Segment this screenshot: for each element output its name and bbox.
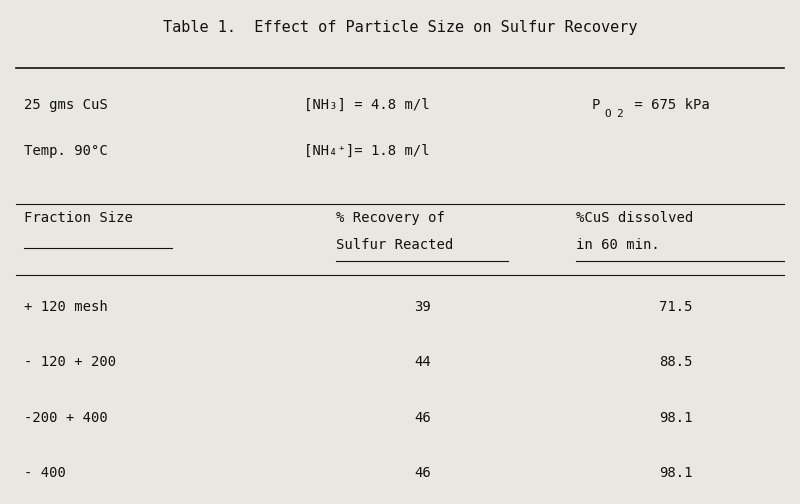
Text: % Recovery of: % Recovery of (336, 211, 445, 225)
Text: 98.1: 98.1 (659, 411, 693, 425)
Text: Table 1.  Effect of Particle Size on Sulfur Recovery: Table 1. Effect of Particle Size on Sulf… (162, 20, 638, 35)
Text: + 120 mesh: + 120 mesh (24, 300, 108, 314)
Text: Temp. 90°C: Temp. 90°C (24, 144, 108, 158)
Text: O: O (604, 109, 610, 119)
Text: - 400: - 400 (24, 466, 66, 480)
Text: [NH₃] = 4.8 m/l: [NH₃] = 4.8 m/l (304, 98, 430, 112)
Text: 46: 46 (414, 466, 430, 480)
Text: Fraction Size: Fraction Size (24, 211, 133, 225)
Text: 88.5: 88.5 (659, 355, 693, 369)
Text: 39: 39 (414, 300, 430, 314)
Text: %CuS dissolved: %CuS dissolved (576, 211, 694, 225)
Text: 2: 2 (616, 109, 622, 119)
Text: -200 + 400: -200 + 400 (24, 411, 108, 425)
Text: [NH₄⁺]= 1.8 m/l: [NH₄⁺]= 1.8 m/l (304, 144, 430, 158)
Text: - 120 + 200: - 120 + 200 (24, 355, 116, 369)
Text: = 675 kPa: = 675 kPa (626, 98, 710, 112)
Text: Sulfur Reacted: Sulfur Reacted (336, 238, 454, 253)
Text: 71.5: 71.5 (659, 300, 693, 314)
Text: in 60 min.: in 60 min. (576, 238, 660, 253)
Text: 98.1: 98.1 (659, 466, 693, 480)
Text: 46: 46 (414, 411, 430, 425)
Text: 25 gms CuS: 25 gms CuS (24, 98, 108, 112)
Text: P: P (592, 98, 600, 112)
Text: 44: 44 (414, 355, 430, 369)
